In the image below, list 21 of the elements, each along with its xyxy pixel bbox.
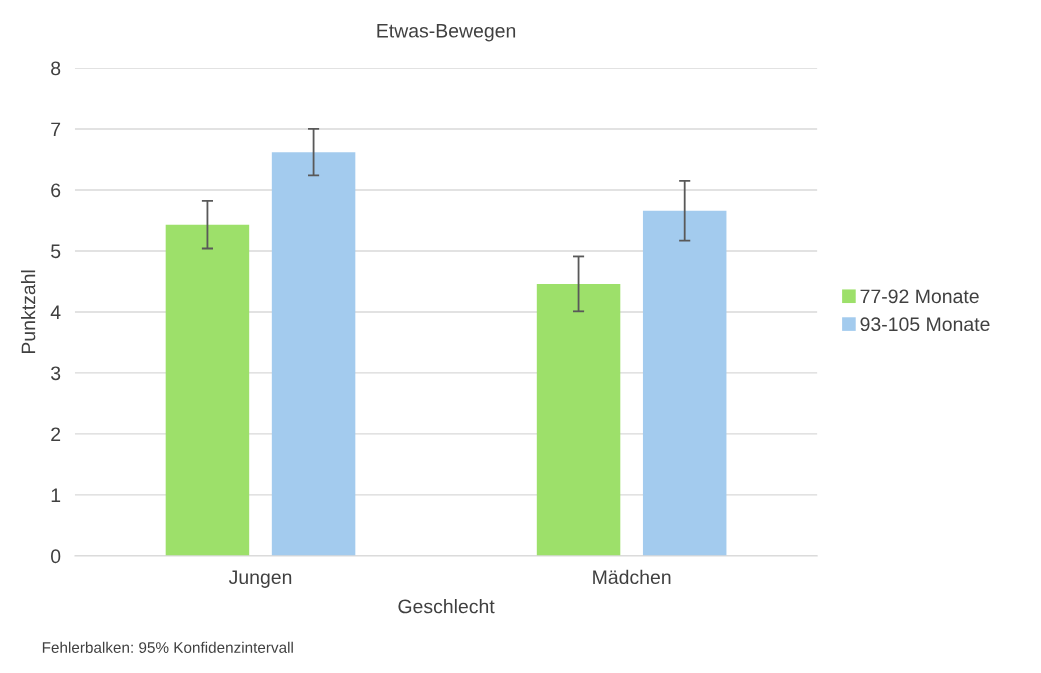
y-tick-label: 3 (50, 366, 61, 381)
bar (165, 224, 250, 556)
y-tick-label: 1 (51, 488, 61, 502)
x-tick-label: Jungen (228, 570, 292, 588)
y-tick-label: 7 (51, 122, 61, 137)
y-tick-label: 0 (51, 549, 61, 564)
y-axis-title: Punktzahl (21, 270, 36, 354)
text: Fehlerbalken: 95% Konfidenzintervall (42, 641, 293, 653)
bar (271, 152, 356, 556)
chart-title: Etwas-Bewegen (377, 24, 516, 42)
y-tick-label: 8 (51, 61, 61, 76)
legend-label: 77-92 Monate (860, 289, 979, 304)
x-axis-title: Geschlecht (398, 599, 495, 614)
legend-label: 93-105 Monate (860, 317, 990, 332)
y-tick-label: 2 (51, 427, 61, 441)
bar (642, 210, 727, 556)
y-tick-label: 6 (51, 183, 61, 198)
bar (536, 283, 621, 556)
y-tick-label: 5 (51, 244, 61, 259)
y-tick-label: 4 (50, 305, 61, 319)
x-tick-label: Mädchen (593, 569, 671, 585)
